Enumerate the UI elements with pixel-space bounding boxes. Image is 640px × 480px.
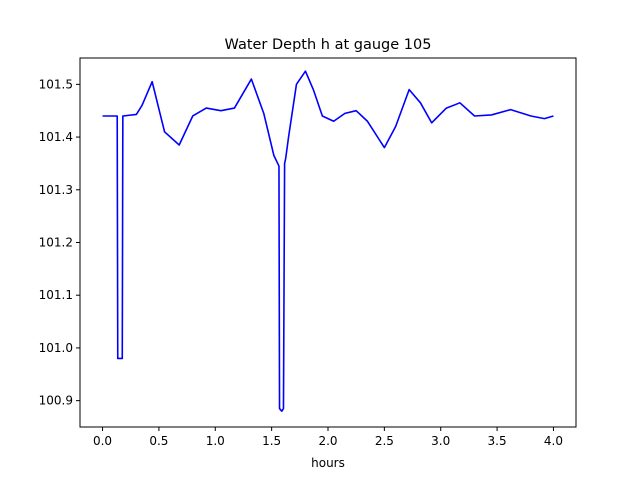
x-tick-label: 0.5	[149, 434, 168, 448]
x-tick-label: 0.0	[93, 434, 112, 448]
x-tick-label: 1.0	[206, 434, 225, 448]
x-tick-label: 2.5	[375, 434, 394, 448]
x-tick-label: 2.0	[318, 434, 337, 448]
y-tick-label: 101.0	[39, 341, 73, 355]
y-tick-label: 101.2	[39, 236, 73, 250]
plot-layer	[102, 70, 554, 412]
y-tick-label: 101.1	[39, 288, 73, 302]
y-tick-label: 101.3	[39, 183, 73, 197]
chart-title: Water Depth h at gauge 105	[225, 37, 432, 53]
y-tick-label: 100.9	[39, 394, 73, 408]
x-tick-label: 3.5	[488, 434, 507, 448]
x-axis: 0.0 0.5 1.0 1.5 2.0 2.5 3.0 3.5 4.0	[93, 427, 563, 448]
x-tick-label: 4.0	[544, 434, 563, 448]
x-axis-label: hours	[311, 456, 345, 470]
x-tick-label: 3.0	[431, 434, 450, 448]
y-axis: 100.9 101.0 101.1 101.2 101.3 101.4 101.5	[39, 77, 80, 408]
series-line-0	[102, 70, 554, 412]
y-tick-label: 101.5	[39, 77, 73, 91]
y-tick-label: 101.4	[39, 130, 73, 144]
x-tick-label: 1.5	[262, 434, 281, 448]
